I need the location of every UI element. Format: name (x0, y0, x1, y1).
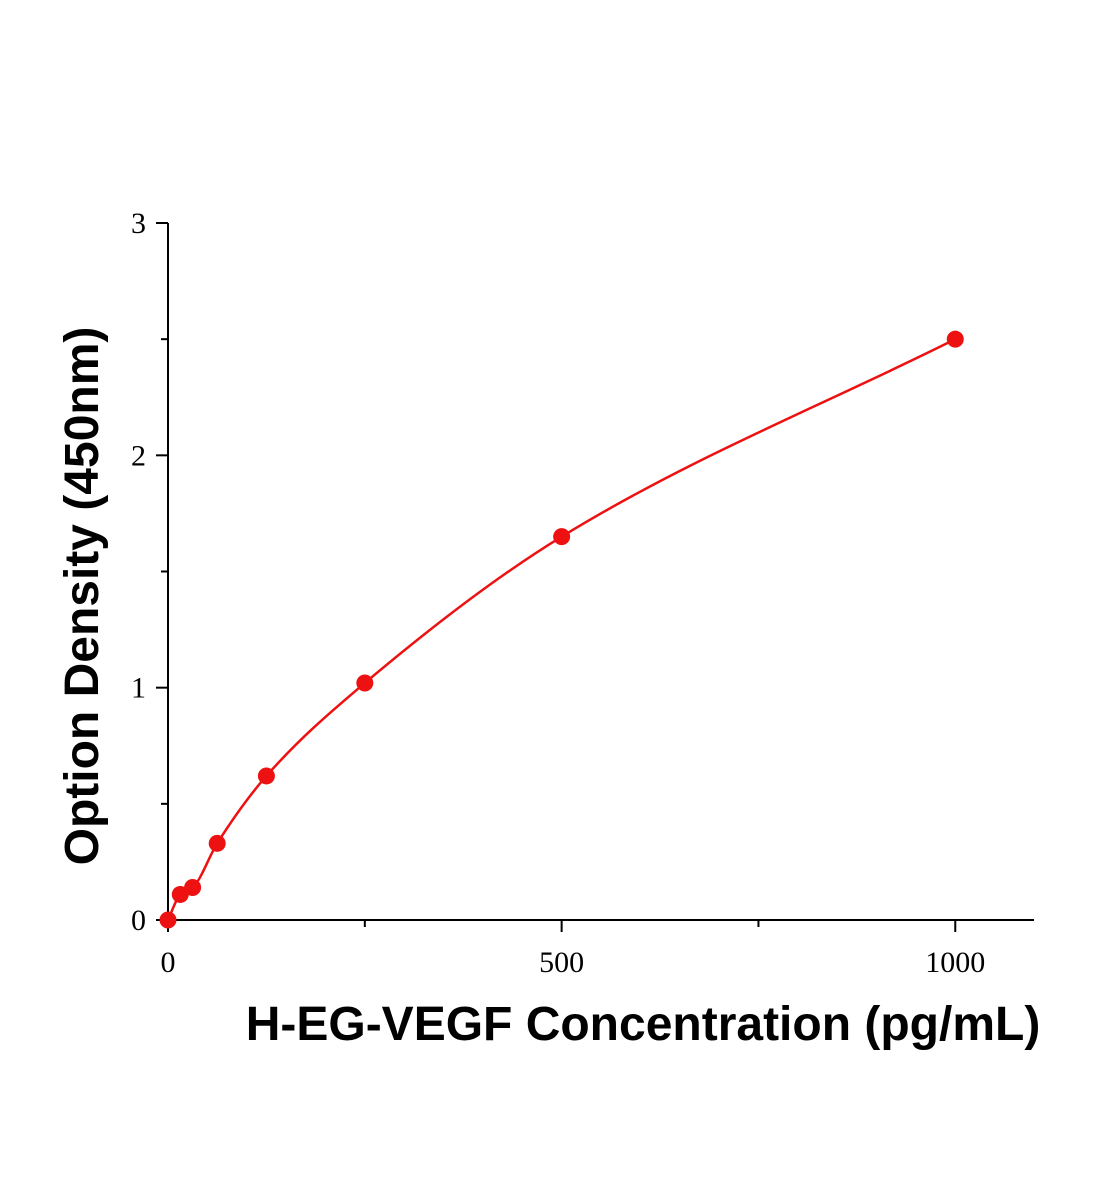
y-tick-label: 2 (131, 439, 146, 472)
data-point (208, 834, 226, 852)
x-tick-label: 500 (539, 946, 584, 979)
x-tick-label: 1000 (925, 946, 985, 979)
y-tick-label: 0 (131, 904, 146, 937)
y-axis-title: Option Density (450nm) (56, 327, 109, 866)
data-point (946, 330, 964, 348)
tick-labels: 0 500 1000 0 1 2 3 (131, 207, 985, 979)
data-point (356, 674, 374, 692)
x-axis-title: H-EG-VEGF Concentration (pg/mL) (246, 998, 1041, 1051)
ticks (156, 222, 957, 932)
y-tick-label: 3 (131, 207, 146, 240)
x-tick-label: 0 (161, 946, 176, 979)
data-points (159, 330, 964, 929)
data-point (171, 885, 189, 903)
axes (167, 223, 1034, 921)
data-point (159, 911, 177, 929)
y-tick-label: 1 (131, 672, 146, 705)
data-point (257, 767, 275, 785)
data-point (553, 528, 571, 546)
fit-curve (166, 338, 956, 921)
data-point (184, 878, 202, 896)
